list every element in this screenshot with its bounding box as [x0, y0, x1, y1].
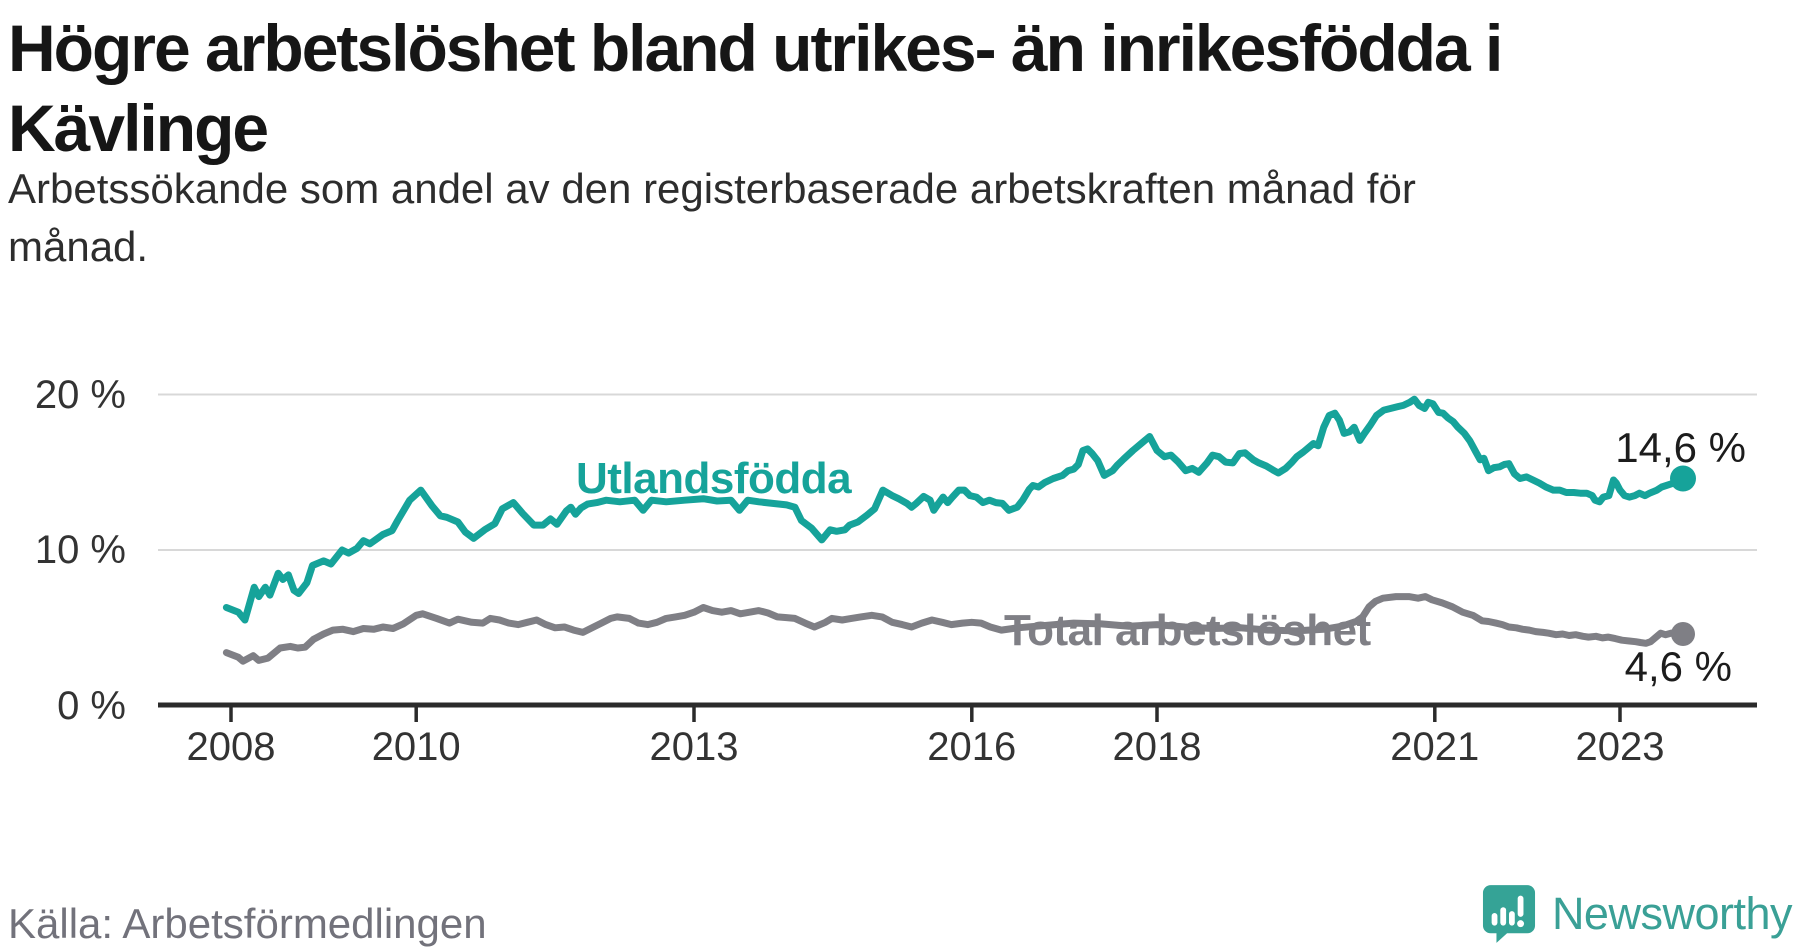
x-tick-label: 2021 [1390, 725, 1480, 769]
x-tick-label: 2023 [1575, 725, 1665, 769]
x-tick-label: 2018 [1112, 725, 1202, 769]
brand-name: Newsworthy [1551, 888, 1793, 939]
end-value-label-utlandsfodda: 14,6 % [1615, 424, 1746, 471]
y-tick-label: 10 % [34, 528, 126, 572]
x-tick-label: 2013 [649, 725, 739, 769]
subtitle-line-1: Arbetssökande som andel av den registerb… [8, 165, 1416, 212]
subtitle-line-2: månad. [8, 223, 149, 270]
x-tick-label: 2008 [186, 725, 276, 769]
y-tick-label: 0 % [57, 683, 126, 728]
newsworthy-logo: Newsworthy [1482, 884, 1793, 944]
series-end-dot-0 [1670, 465, 1696, 492]
series-line-0 [222, 395, 1687, 624]
title-line-1: Högre arbetslöshet bland utrikes- än inr… [8, 11, 1503, 85]
y-tick-label: 20 % [34, 372, 126, 417]
series-end-dot-1 [1671, 622, 1695, 646]
series-label-total-arbetsloshet: Total arbetslöshet [1004, 606, 1371, 655]
chart-subtitle: Arbetssökande som andel av den registerb… [8, 160, 1416, 276]
title-line-2: Kävlinge [8, 91, 269, 165]
series-line-1 [222, 593, 1687, 665]
page-title: Högre arbetslöshet bland utrikes- än inr… [8, 8, 1503, 168]
newsworthy-speech-bubble-bar-chart-icon [1482, 885, 1535, 943]
x-tick-label: 2016 [927, 725, 1017, 769]
x-tick-label: 2010 [371, 725, 461, 769]
series-label-utlandsfodda: Utlandsfödda [576, 454, 852, 503]
end-value-label-total: 4,6 % [1624, 643, 1732, 690]
source-note: Källa: Arbetsförmedlingen [8, 900, 487, 947]
